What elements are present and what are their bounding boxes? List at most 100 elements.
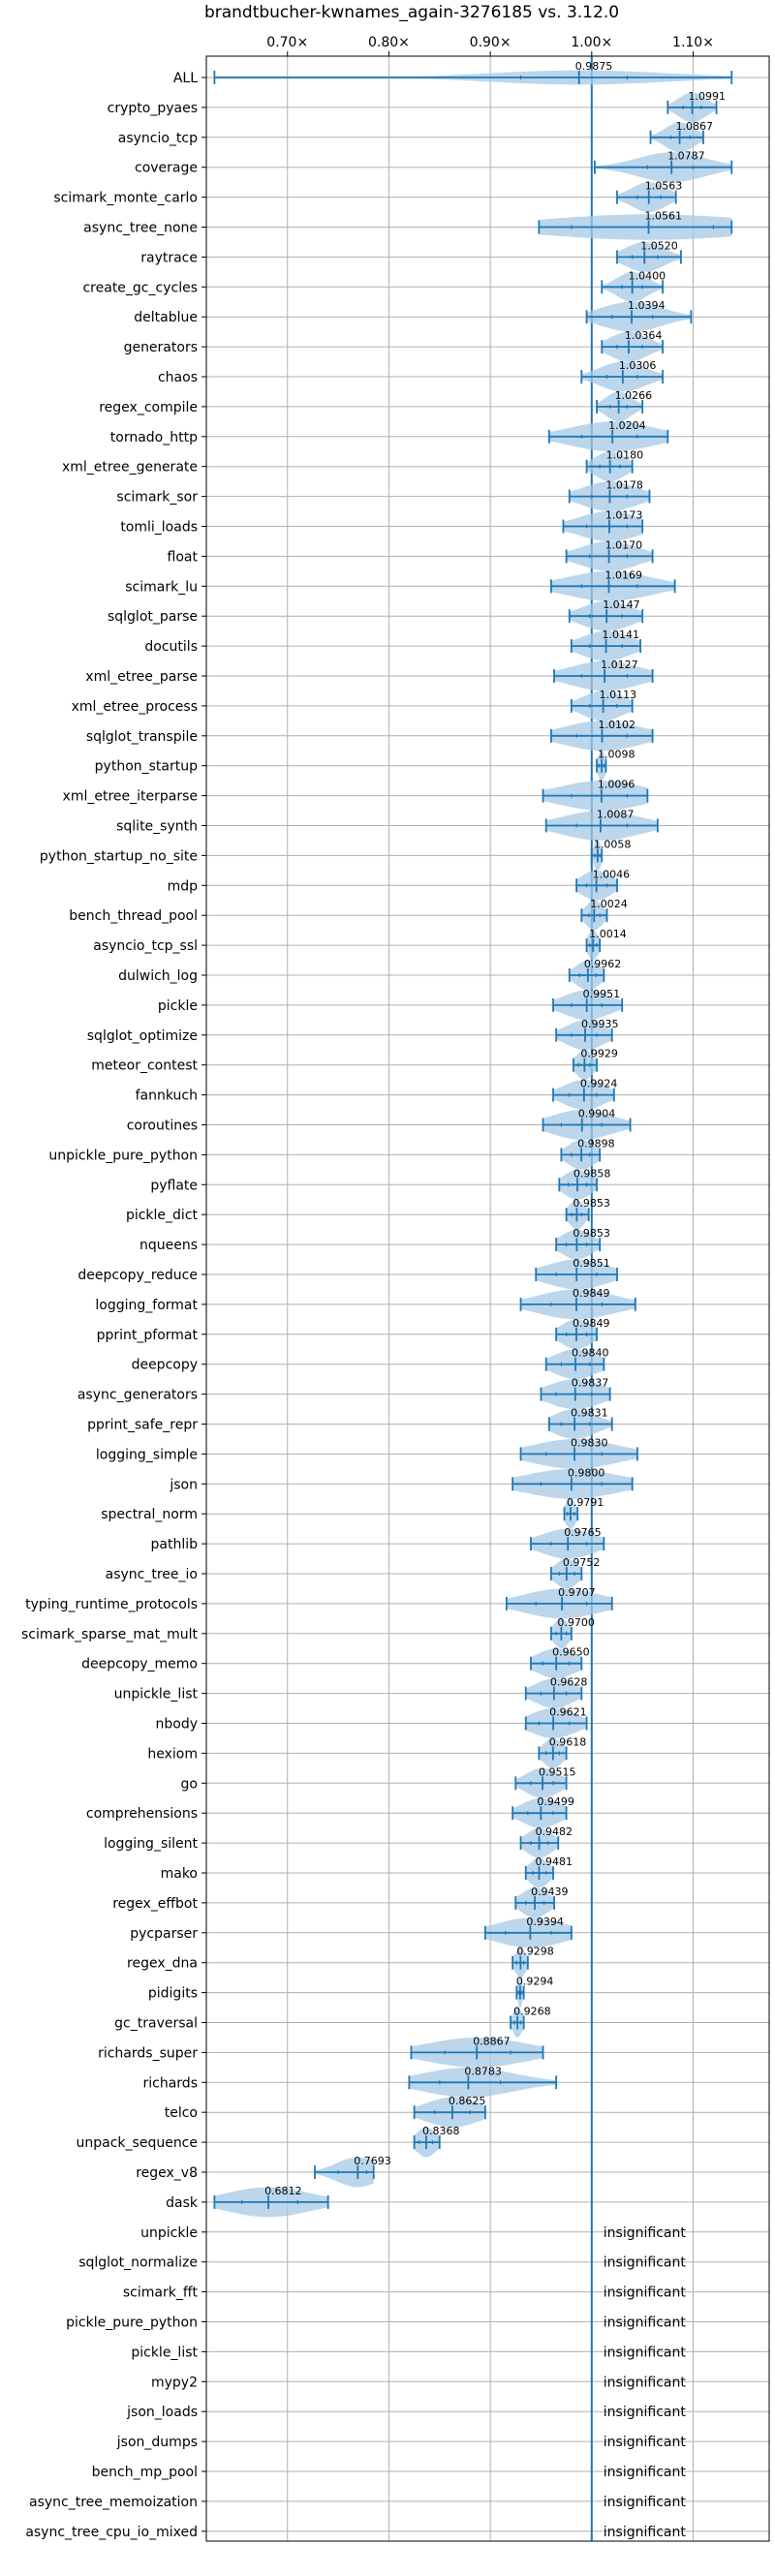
median-value-label: 0.9700 bbox=[557, 1616, 595, 1629]
insignificant-label: insignificant bbox=[604, 2405, 687, 2420]
benchmark-label: pprint_pformat bbox=[97, 1328, 199, 1343]
chart-title: brandtbucher-kwnames_again-3276185 vs. 3… bbox=[204, 3, 619, 22]
median-value-label: 0.9830 bbox=[571, 1436, 608, 1449]
benchmark-label: regex_compile bbox=[99, 400, 198, 415]
x-tick-label: 0.90× bbox=[470, 35, 512, 50]
median-value-label: 1.0014 bbox=[589, 928, 627, 940]
benchmark-label: logging_format bbox=[95, 1298, 198, 1313]
benchmark-label: crypto_pyaes bbox=[108, 101, 198, 116]
median-value-label: 0.9951 bbox=[583, 988, 621, 1000]
benchmark-label: pprint_safe_repr bbox=[87, 1418, 198, 1433]
benchmark-label: logging_silent bbox=[104, 1836, 198, 1852]
insignificant-label: insignificant bbox=[604, 2525, 687, 2540]
benchmark-label: tomli_loads bbox=[120, 520, 198, 536]
benchmark-label: richards bbox=[143, 2075, 199, 2091]
grid-layer bbox=[206, 56, 769, 2541]
benchmark-label: generators bbox=[124, 340, 198, 355]
median-value-label: 0.9849 bbox=[573, 1287, 610, 1300]
benchmark-label: asyncio_tcp_ssl bbox=[93, 938, 198, 954]
median-value-label: 1.0266 bbox=[615, 389, 653, 402]
benchmark-label: json_dumps bbox=[116, 2435, 198, 2450]
median-value-label: 0.9875 bbox=[575, 60, 613, 73]
median-value-label: 0.9858 bbox=[574, 1167, 611, 1180]
benchmark-label: regex_v8 bbox=[136, 2165, 198, 2181]
violins-layer bbox=[213, 56, 733, 2541]
median-value-label: 1.0098 bbox=[598, 749, 636, 761]
benchmark-label: typing_runtime_protocols bbox=[25, 1597, 198, 1612]
median-value-label: 0.9394 bbox=[526, 1916, 564, 1928]
median-value-label: 0.9851 bbox=[573, 1257, 610, 1270]
benchmark-label: create_gc_cycles bbox=[82, 280, 198, 295]
insignificant-label: insignificant bbox=[604, 2315, 687, 2331]
benchmark-label: bench_mp_pool bbox=[92, 2465, 198, 2480]
benchmark-label: float bbox=[168, 549, 199, 565]
benchmark-label: scimark_fft bbox=[123, 2285, 199, 2301]
plot-frame bbox=[205, 55, 770, 2542]
median-value-label: 1.0520 bbox=[640, 239, 678, 252]
insignificant-label: insignificant bbox=[604, 2225, 687, 2241]
median-value-label: 1.0113 bbox=[600, 689, 637, 701]
median-value-label: 1.0178 bbox=[605, 479, 643, 492]
median-value-label: 1.0867 bbox=[676, 120, 714, 133]
benchmark-label: pickle_dict bbox=[126, 1208, 199, 1223]
median-value-label: 0.9294 bbox=[516, 1976, 554, 1988]
median-value-label: 0.9831 bbox=[571, 1407, 608, 1420]
benchmark-label: python_startup_no_site bbox=[40, 848, 198, 864]
median-value-label: 1.0024 bbox=[590, 898, 628, 910]
median-value-label: 0.8625 bbox=[449, 2095, 486, 2107]
benchmark-label: sqlite_synth bbox=[116, 819, 198, 835]
median-value-label: 0.8867 bbox=[473, 2035, 511, 2047]
median-value-label: 0.9962 bbox=[584, 958, 622, 970]
benchmark-label: async_tree_cpu_io_mixed bbox=[25, 2525, 198, 2540]
insignificant-label: insignificant bbox=[604, 2465, 687, 2480]
benchmark-label: go bbox=[181, 1776, 198, 1792]
median-value-label: 1.0787 bbox=[667, 150, 705, 163]
benchmark-label: ALL bbox=[173, 71, 198, 86]
median-value-label: 0.9628 bbox=[550, 1676, 588, 1689]
median-value-label: 0.9924 bbox=[580, 1078, 618, 1090]
median-value-label: 0.9929 bbox=[580, 1048, 618, 1060]
insignificant-label: insignificant bbox=[604, 2495, 687, 2510]
median-value-label: 1.0400 bbox=[629, 269, 666, 282]
median-value-label: 0.9853 bbox=[573, 1197, 610, 1210]
median-value-label: 0.9707 bbox=[558, 1586, 596, 1599]
benchmark-label: unpickle_pure_python bbox=[48, 1148, 198, 1163]
median-value-label: 0.9765 bbox=[564, 1526, 602, 1539]
benchmark-label: deltablue bbox=[134, 310, 198, 325]
median-value-label: 1.0169 bbox=[604, 568, 642, 581]
benchmark-label: json_loads bbox=[126, 2405, 198, 2420]
median-value-label: 1.0204 bbox=[608, 419, 646, 432]
benchmark-label: async_tree_memoization bbox=[29, 2495, 198, 2510]
benchmark-label: telco bbox=[165, 2105, 198, 2121]
benchmark-label: deepcopy_memo bbox=[81, 1657, 198, 1672]
benchmark-label: tornado_http bbox=[110, 430, 198, 445]
benchmark-label: unpack_sequence bbox=[77, 2135, 198, 2151]
median-value-label: 0.9935 bbox=[581, 1018, 619, 1030]
x-tick-label: 1.00× bbox=[571, 35, 612, 50]
benchmark-label: pickle_pure_python bbox=[66, 2315, 198, 2331]
x-tick-label: 0.70× bbox=[266, 35, 308, 50]
median-value-label: 1.0102 bbox=[598, 719, 636, 731]
benchmark-label: asyncio_tcp bbox=[118, 131, 198, 146]
median-value-label: 0.9650 bbox=[552, 1646, 590, 1659]
median-value-label: 0.9898 bbox=[577, 1137, 615, 1150]
benchmark-label: json bbox=[169, 1477, 198, 1492]
benchmark-label: unpickle_list bbox=[114, 1687, 199, 1702]
benchmark-label: coroutines bbox=[127, 1119, 198, 1134]
benchmark-label: fannkuch bbox=[136, 1089, 198, 1104]
benchmark-label: scimark_lu bbox=[125, 579, 198, 595]
benchmark-label: dask bbox=[166, 2195, 199, 2211]
median-value-label: 1.0147 bbox=[603, 598, 640, 611]
median-value-label: 1.0087 bbox=[597, 809, 635, 821]
benchmark-label: pyflate bbox=[150, 1178, 198, 1193]
benchmark-label: dulwich_log bbox=[118, 968, 198, 984]
median-value-label: 1.0563 bbox=[645, 180, 683, 193]
benchmark-label: chaos bbox=[158, 370, 198, 385]
benchmark-label: sqlglot_normalize bbox=[78, 2255, 198, 2271]
insignificant-label: insignificant bbox=[604, 2345, 687, 2360]
benchmark-label: python_startup bbox=[95, 759, 198, 775]
median-value-label: 1.0127 bbox=[601, 659, 638, 671]
benchmark-label: pickle_list bbox=[131, 2345, 198, 2360]
benchmark-label: scimark_sparse_mat_mult bbox=[21, 1627, 198, 1642]
